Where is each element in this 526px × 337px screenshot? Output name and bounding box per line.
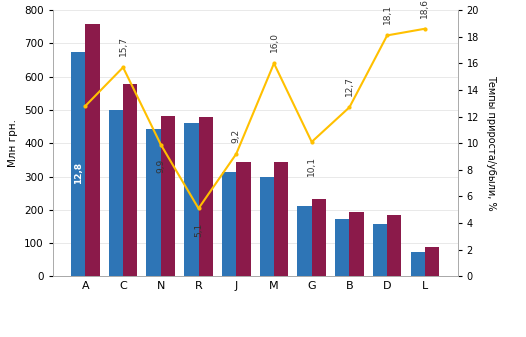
Темпы прироста/убыли, % — [309, 140, 315, 144]
Text: 15,7: 15,7 — [118, 36, 128, 56]
Bar — [123, 84, 137, 276]
Bar — [198, 117, 213, 276]
Bar — [85, 24, 100, 276]
Bar — [236, 161, 250, 276]
Темпы прироста/убыли, % — [158, 143, 164, 147]
Темпы прироста/убыли, % — [120, 65, 126, 69]
Bar — [349, 212, 364, 276]
Legend: 2014, 2015, Темпы прироста/убыли, %: 2014, 2015, Темпы прироста/убыли, % — [89, 334, 357, 337]
Bar — [109, 110, 123, 276]
Bar — [312, 199, 326, 276]
Bar — [373, 224, 387, 276]
Bar — [297, 206, 312, 276]
Text: 10,1: 10,1 — [307, 156, 316, 176]
Bar — [410, 252, 425, 276]
Bar — [222, 172, 236, 276]
Bar — [260, 177, 274, 276]
Темпы прироста/убыли, % — [384, 33, 390, 37]
Темпы прироста/убыли, % — [195, 207, 201, 211]
Text: 5,1: 5,1 — [194, 222, 203, 237]
Bar — [161, 116, 175, 276]
Text: 18,6: 18,6 — [420, 0, 429, 18]
Text: 12,7: 12,7 — [345, 76, 354, 96]
Text: 12,8: 12,8 — [74, 162, 83, 184]
Line: Темпы прироста/убыли, %: Темпы прироста/убыли, % — [83, 27, 427, 211]
Text: 9,9: 9,9 — [156, 158, 165, 173]
Темпы прироста/убыли, % — [346, 105, 352, 109]
Bar — [184, 123, 198, 276]
Y-axis label: Млн грн.: Млн грн. — [8, 119, 18, 167]
Bar — [146, 129, 161, 276]
Темпы прироста/убыли, % — [422, 27, 428, 31]
Темпы прироста/убыли, % — [233, 152, 239, 156]
Bar — [71, 52, 85, 276]
Темпы прироста/убыли, % — [82, 104, 88, 108]
Y-axis label: Темпы прироста/убыли, %: Темпы прироста/убыли, % — [485, 75, 495, 211]
Text: 9,2: 9,2 — [232, 129, 241, 143]
Bar — [335, 219, 349, 276]
Text: 16,0: 16,0 — [269, 32, 278, 52]
Темпы прироста/убыли, % — [271, 61, 277, 65]
Bar — [387, 215, 401, 276]
Bar — [274, 161, 288, 276]
Text: 18,1: 18,1 — [382, 4, 392, 24]
Bar — [425, 247, 439, 276]
